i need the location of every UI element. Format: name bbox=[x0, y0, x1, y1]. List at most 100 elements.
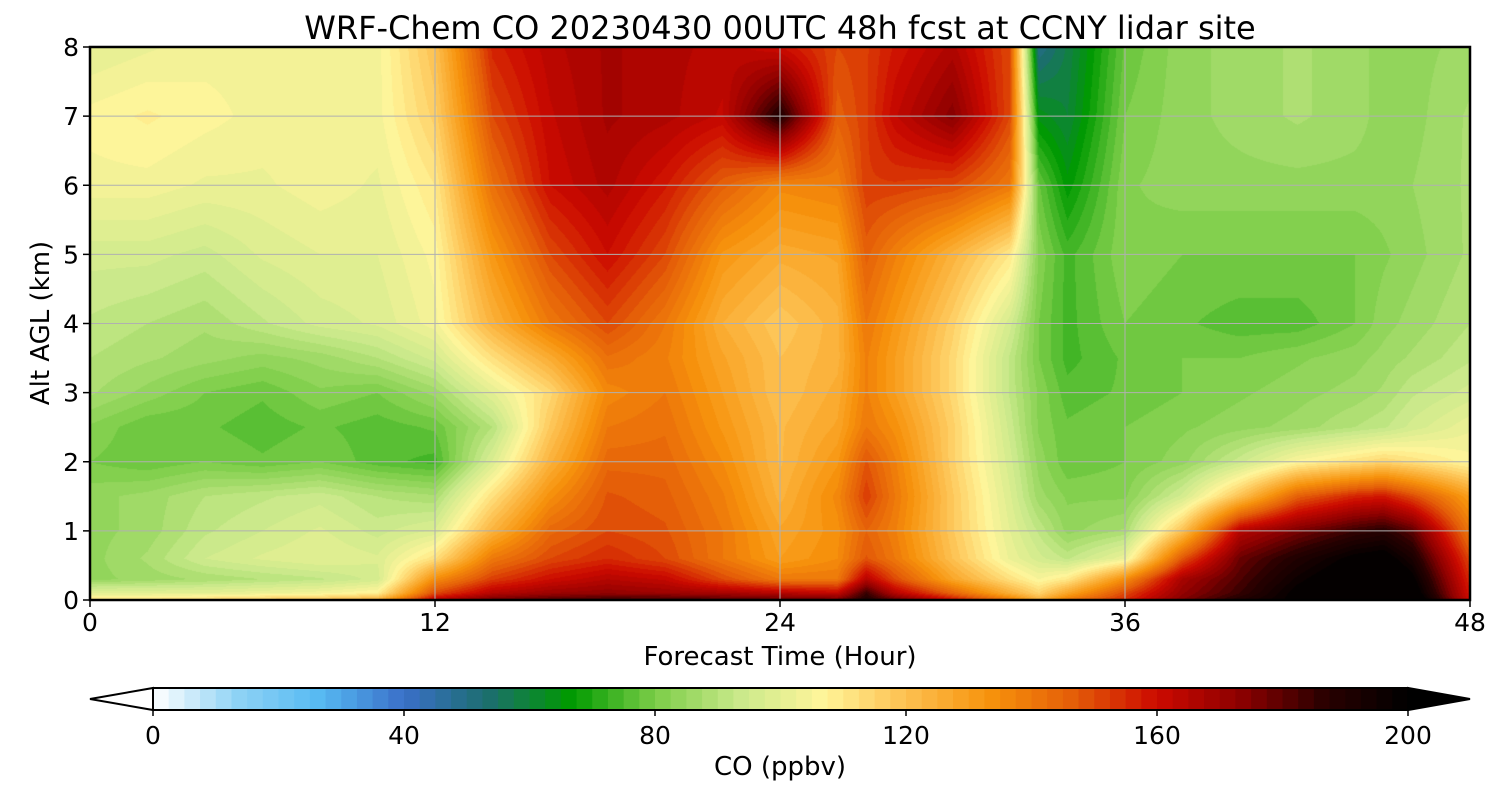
x-tick-label: 12 bbox=[419, 608, 451, 637]
colorbar-bin bbox=[592, 688, 609, 710]
colorbar-bin bbox=[1031, 688, 1048, 710]
colorbar-bin bbox=[309, 688, 327, 710]
colorbar-bin bbox=[341, 688, 358, 710]
colorbar-label: CO (ppbv) bbox=[714, 752, 846, 782]
y-tick-label: 1 bbox=[63, 517, 79, 546]
colorbar-bin bbox=[702, 688, 719, 710]
colorbar-bin bbox=[168, 688, 185, 710]
colorbar-bin bbox=[906, 688, 923, 710]
colorbar-bin bbox=[890, 688, 907, 710]
colorbar-tick-label: 0 bbox=[145, 721, 161, 750]
colorbar-bin bbox=[1125, 688, 1142, 710]
colorbar-bin bbox=[1047, 688, 1064, 710]
colorbar-ticks: 0 40 80 120 160 200 bbox=[145, 710, 1432, 750]
colorbar-bin bbox=[764, 688, 782, 710]
colorbar-bin bbox=[372, 688, 389, 710]
colorbar-bin bbox=[1329, 688, 1346, 710]
colorbar-bin bbox=[419, 688, 436, 710]
colorbar-bin bbox=[796, 688, 813, 710]
colorbar-frame bbox=[152, 687, 1409, 711]
y-tick-label: 8 bbox=[63, 33, 79, 62]
colorbar-bin bbox=[513, 688, 531, 710]
colorbar-under-arrow bbox=[89, 686, 154, 712]
colorbar-bin bbox=[231, 688, 248, 710]
colorbar-bin bbox=[874, 688, 891, 710]
colorbar-bin bbox=[733, 688, 750, 710]
colorbar-bin bbox=[1235, 688, 1252, 710]
colorbar-tick-label: 40 bbox=[388, 721, 420, 750]
y-tick-label: 4 bbox=[63, 310, 79, 339]
colorbar-bin bbox=[984, 688, 1001, 710]
colorbar-bin bbox=[749, 688, 766, 710]
colorbar-bin bbox=[1109, 688, 1127, 710]
colorbar-bin bbox=[1078, 688, 1095, 710]
colorbar-bin bbox=[1015, 688, 1033, 710]
colorbar-bin bbox=[843, 688, 860, 710]
colorbar-bin bbox=[498, 688, 515, 710]
colorbar-bin bbox=[576, 688, 593, 710]
colorbar-bin bbox=[953, 688, 970, 710]
y-tick-label: 2 bbox=[63, 448, 79, 477]
colorbar-bin bbox=[356, 688, 374, 710]
colorbar-bin bbox=[435, 688, 452, 710]
colorbar-bin bbox=[545, 688, 562, 710]
colorbar-tick-label: 160 bbox=[1133, 721, 1181, 750]
colorbar-bins bbox=[153, 688, 1409, 710]
colorbar-bin bbox=[388, 688, 405, 710]
colorbar-bin bbox=[655, 688, 672, 710]
plot-area bbox=[88, 45, 1472, 602]
grid-lines bbox=[90, 47, 1470, 600]
colorbar-bin bbox=[670, 688, 687, 710]
colorbar-bin bbox=[717, 688, 735, 710]
y-tick-label: 5 bbox=[63, 240, 79, 269]
x-axis: 0 12 24 36 48 bbox=[82, 600, 1486, 637]
colorbar-bin bbox=[1345, 688, 1362, 710]
x-tick-label: 36 bbox=[1109, 608, 1141, 637]
y-tick-label: 0 bbox=[63, 586, 79, 615]
colorbar-bin bbox=[529, 688, 546, 710]
colorbar-bin bbox=[404, 688, 421, 710]
colorbar-bin bbox=[1204, 688, 1221, 710]
colorbar-bin bbox=[1219, 688, 1237, 710]
colorbar-over-arrow bbox=[1407, 686, 1471, 712]
colorbar-bin bbox=[184, 688, 201, 710]
x-tick-label: 48 bbox=[1454, 608, 1486, 637]
colorbar-bin bbox=[1188, 688, 1205, 710]
colorbar-bin bbox=[1141, 688, 1158, 710]
colorbar-bin bbox=[858, 688, 876, 710]
colorbar-bin bbox=[937, 688, 954, 710]
colorbar-bin bbox=[247, 688, 264, 710]
colorbar-bin bbox=[560, 688, 578, 710]
colorbar-tick-label: 200 bbox=[1384, 721, 1432, 750]
colorbar-bin bbox=[1094, 688, 1111, 710]
x-tick-label: 24 bbox=[764, 608, 796, 637]
colorbar-bin bbox=[686, 688, 703, 710]
colorbar-bin bbox=[325, 688, 342, 710]
y-tick-label: 7 bbox=[63, 102, 79, 131]
colorbar-tick-label: 120 bbox=[882, 721, 930, 750]
colorbar-bin bbox=[215, 688, 233, 710]
colorbar-bin bbox=[200, 688, 217, 710]
colorbar-bin bbox=[262, 688, 280, 710]
colorbar-bin bbox=[921, 688, 938, 710]
colorbar-bin bbox=[1313, 688, 1331, 710]
colorbar-bin bbox=[639, 688, 656, 710]
colorbar-bin bbox=[1062, 688, 1080, 710]
colorbar-bin bbox=[482, 688, 499, 710]
colorbar-bin bbox=[1000, 688, 1017, 710]
colorbar-bin bbox=[1282, 688, 1299, 710]
colorbar-bin bbox=[623, 688, 640, 710]
colorbar-bin bbox=[451, 688, 468, 710]
colorbar-bin bbox=[1376, 688, 1393, 710]
y-tick-label: 3 bbox=[63, 379, 79, 408]
colorbar-bin bbox=[811, 688, 829, 710]
colorbar-bin bbox=[1266, 688, 1284, 710]
x-tick-label: 0 bbox=[82, 608, 98, 637]
colorbar-bin bbox=[294, 688, 311, 710]
colorbar-bin bbox=[1251, 688, 1268, 710]
colorbar-tick-label: 80 bbox=[639, 721, 671, 750]
colorbar-bin bbox=[1157, 688, 1174, 710]
colorbar-bin bbox=[1298, 688, 1315, 710]
colorbar-bin bbox=[607, 688, 625, 710]
